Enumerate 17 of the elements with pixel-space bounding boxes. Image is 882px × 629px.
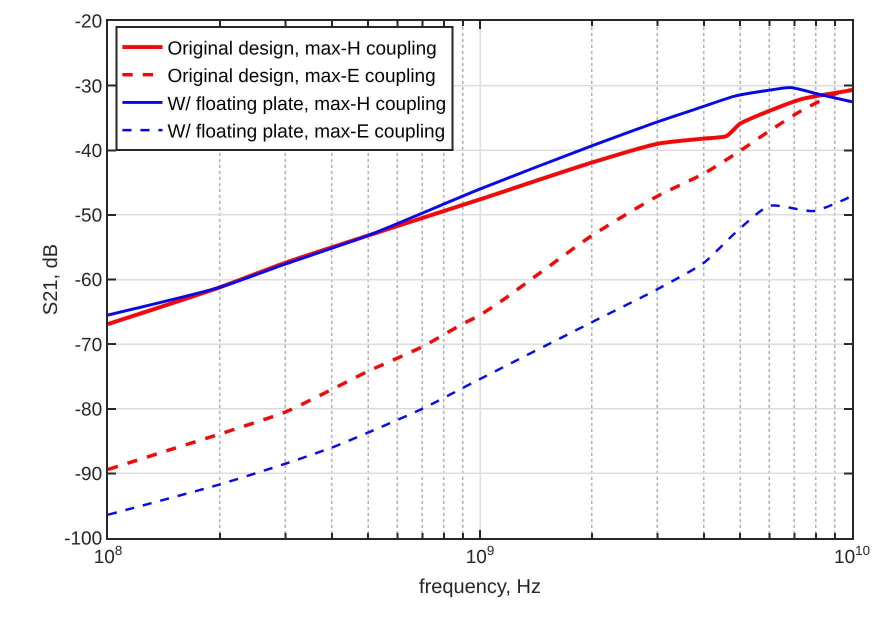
y-tick-label: -20 [74,12,102,33]
y-tick-label: -60 [74,270,102,292]
legend-label: W/ floating plate, max-H coupling [167,94,446,115]
x-tick-label: 10$^{10}$ [834,542,870,568]
legend-label: W/ floating plate, max-E coupling [167,122,446,143]
y-tick-label: -30 [74,76,102,98]
x-axis-title: frequency, Hz [419,576,541,598]
legend-label: Original design, max-H coupling [167,38,437,60]
y-tick-label: -40 [74,140,102,162]
y-tick-label: -50 [74,206,102,227]
x-tick-label: 10$^{9}$ [466,542,494,568]
y-tick-label: -100 [64,528,102,550]
y-tick-label: -80 [74,399,102,420]
y-axis-title: S21, dB [40,244,62,316]
y-tick-label: -90 [74,464,102,486]
y-tick-label: -70 [74,334,102,356]
legend-label: Original design, max-E coupling [167,66,436,88]
